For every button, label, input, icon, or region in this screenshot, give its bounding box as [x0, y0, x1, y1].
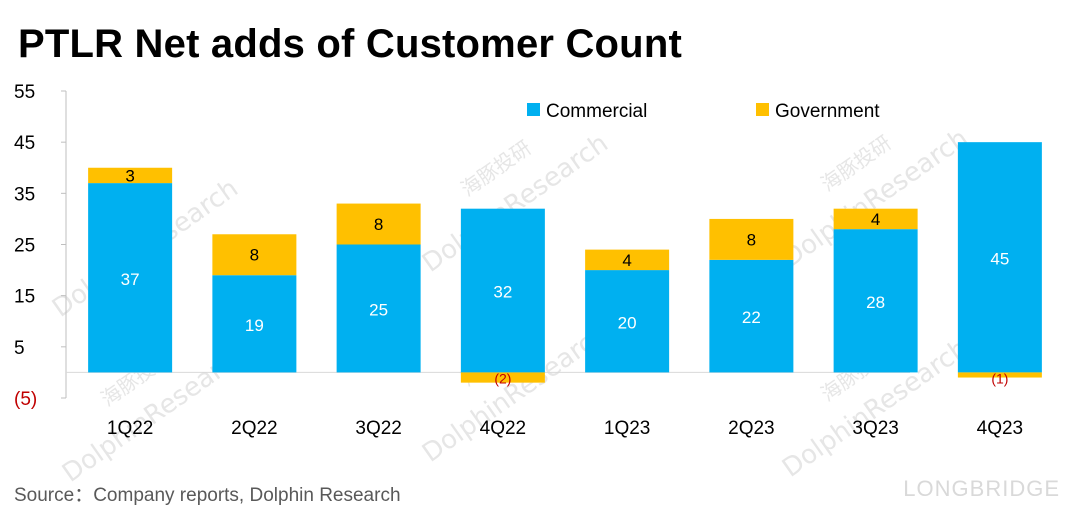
x-tick-label: 1Q23	[604, 418, 650, 439]
data-label-commercial: 28	[866, 293, 885, 312]
bar-commercial	[212, 275, 297, 373]
bar-commercial	[709, 259, 794, 373]
bar-government	[336, 203, 421, 245]
x-tick-label: 3Q23	[852, 418, 898, 439]
data-label-government: 8	[374, 215, 383, 234]
data-label-government: 4	[622, 251, 631, 270]
data-label-government: (2)	[494, 370, 511, 386]
x-tick-label: 4Q23	[977, 418, 1023, 439]
brand-logo: LONGBRIDGE	[903, 476, 1060, 501]
data-label-commercial: 37	[121, 270, 140, 289]
bar-government	[212, 234, 297, 276]
bar-commercial	[460, 208, 545, 373]
y-tick-label: 15	[14, 287, 35, 308]
x-tick-label: 1Q22	[107, 418, 153, 439]
x-tick-label: 2Q23	[728, 418, 774, 439]
bar-government	[833, 208, 918, 230]
bar-commercial	[833, 229, 918, 373]
bar-government	[88, 167, 173, 184]
chart-title: PTLR Net adds of Customer Count	[18, 22, 682, 66]
legend-swatch-government	[756, 103, 769, 116]
x-tick-label: 4Q22	[480, 418, 526, 439]
bar-commercial	[88, 183, 173, 373]
legend-swatch-commercial	[527, 103, 540, 116]
data-label-commercial: 32	[493, 283, 512, 302]
data-label-commercial: 19	[245, 316, 264, 335]
bar-commercial	[585, 270, 670, 373]
bar-government	[585, 249, 670, 271]
data-label-government: (1)	[991, 370, 1008, 386]
source-note: Source：Company reports, Dolphin Research	[14, 485, 401, 506]
y-tick-label: 45	[14, 133, 35, 154]
data-label-commercial: 25	[369, 300, 388, 319]
bar-commercial	[336, 244, 421, 373]
x-tick-label: 3Q22	[355, 418, 401, 439]
y-tick-label: 25	[14, 236, 35, 257]
y-tick-label: 5	[14, 338, 25, 359]
y-tick-label: 55	[14, 82, 35, 103]
data-label-commercial: 22	[742, 308, 761, 327]
data-label-government: 4	[871, 210, 880, 229]
y-tick-label: (5)	[14, 389, 37, 410]
data-label-commercial: 45	[990, 249, 1009, 268]
x-tick-label: 2Q22	[231, 418, 277, 439]
bar-government	[709, 218, 794, 260]
legend-label-government: Government	[775, 101, 880, 122]
legend-label-commercial: Commercial	[546, 101, 647, 122]
bar-government	[957, 372, 1042, 378]
bar-commercial	[957, 142, 1042, 373]
data-label-commercial: 20	[618, 313, 637, 332]
data-label-government: 8	[250, 246, 259, 265]
data-label-government: 3	[125, 166, 134, 185]
data-label-government: 8	[747, 230, 756, 249]
y-tick-label: 35	[14, 184, 35, 205]
bar-government	[460, 372, 545, 383]
